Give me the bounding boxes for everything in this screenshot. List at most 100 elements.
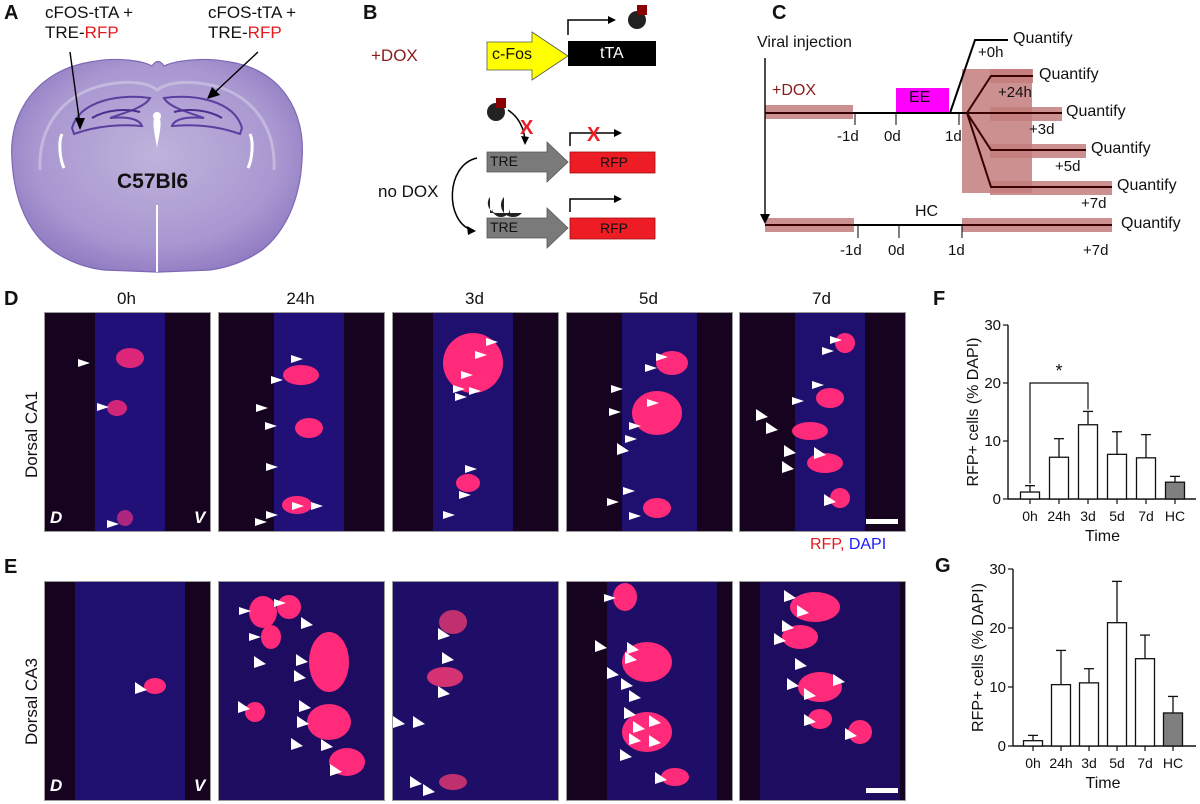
branch-0-action: Quantify xyxy=(1013,30,1073,47)
branch-1-offset: +24h xyxy=(998,84,1032,101)
y-tick-label: 10 xyxy=(984,433,1001,450)
micrograph-ca3-0h xyxy=(44,581,211,801)
y-tick-label: 10 xyxy=(989,679,1006,696)
panel-label-a: A xyxy=(4,2,19,24)
column-title-7d: 7d xyxy=(812,289,831,308)
column-title-0h: 0h xyxy=(117,289,136,308)
micrograph-ca1-0h xyxy=(44,312,211,532)
micrograph-ca1-7d xyxy=(739,312,906,532)
dox-none-label: no DOX xyxy=(378,182,439,201)
x-tick-label: 5d xyxy=(1109,755,1125,771)
bar-0h xyxy=(1019,491,1041,500)
micrograph-ca3-24h xyxy=(218,581,385,801)
row-title-ca1: Dorsal CA1 xyxy=(22,391,41,478)
tre-2-shape xyxy=(486,207,569,249)
stain-legend-rfp: RFP xyxy=(810,536,840,553)
experimental-timeline xyxy=(760,39,1112,238)
panel-label-b: B xyxy=(363,2,378,24)
x-tick-label: 5d xyxy=(1109,508,1125,524)
bar-3d xyxy=(1078,682,1100,747)
x-tick-label: 0h xyxy=(1025,755,1041,771)
hc-action: Quantify xyxy=(1121,215,1181,232)
micrograph-ca1-5d xyxy=(566,312,733,532)
rfp-2-label: RFP xyxy=(600,220,628,236)
x-axis-label: Time xyxy=(1085,528,1120,545)
x-tick-label: 3d xyxy=(1081,755,1097,771)
row-title-ca3: Dorsal CA3 xyxy=(22,658,41,745)
viral-injection-label: Viral injection xyxy=(757,34,852,51)
orientation-ventral-d: V xyxy=(194,508,206,527)
brain-section-image xyxy=(11,51,303,273)
rfp-2-shape xyxy=(569,217,656,240)
y-axis-label: RFP+ cells (% DAPI) xyxy=(965,338,982,487)
tre-1-label: TRE xyxy=(490,153,518,169)
micrograph-ca3-3d xyxy=(392,581,559,801)
y-tick-label: 20 xyxy=(984,375,1001,392)
bar-5d xyxy=(1106,622,1128,747)
tre-2-label: TRE xyxy=(490,219,518,235)
annotation-left-prefix: TRE- xyxy=(45,23,85,42)
branch-3-action: Quantify xyxy=(1091,140,1151,157)
bar-hc xyxy=(1162,712,1184,747)
stain-legend-dapi: DAPI xyxy=(848,536,887,553)
strain-label: C57Bl6 xyxy=(117,170,189,193)
column-title-3d: 3d xyxy=(465,289,484,308)
tick-top-0d: 0d xyxy=(884,128,901,145)
bar-5d xyxy=(1106,453,1128,500)
x-axis-label: Time xyxy=(1086,775,1121,792)
tick-bottom-1d: 1d xyxy=(948,242,965,259)
annotation-left-rfp: RFP xyxy=(84,23,119,42)
cfos-label: c-Fos xyxy=(492,46,532,63)
bar-hc xyxy=(1164,481,1186,500)
tick-bottom-plus7d: +7d xyxy=(1083,242,1109,259)
annotation-right: cFOS-tTA + TRE-RFP xyxy=(208,3,296,43)
chart-g: 0 10 20 30 0h 24h 3d 5d 7d HC Time RFP+ cells (% DA… xyxy=(970,561,1196,792)
annotation-right-prefix: TRE- xyxy=(208,23,248,42)
micrograph-ca3-7d xyxy=(739,581,906,801)
dox-plus-label: +DOX xyxy=(371,46,418,65)
stain-legend-sep: , xyxy=(839,536,849,553)
annotation-right-rfp: RFP xyxy=(247,23,282,42)
x-tick-label: 24h xyxy=(1047,508,1070,524)
orientation-dorsal-e: D xyxy=(50,776,63,795)
panel-label-e: E xyxy=(4,556,18,578)
cfos-promoter-shape xyxy=(486,31,569,81)
y-tick-label: 0 xyxy=(998,738,1006,755)
x-tick-label: 7d xyxy=(1138,508,1154,524)
x-tick-label: HC xyxy=(1163,755,1183,771)
annotation-left: cFOS-tTA + TRE-RFP xyxy=(45,3,133,43)
ee-box xyxy=(896,88,949,113)
svg-text:X: X xyxy=(520,117,534,139)
orientation-dorsal-d: D xyxy=(50,508,63,527)
y-axis-label: RFP+ cells (% DAPI) xyxy=(970,583,987,732)
micrograph-ca1-24h xyxy=(218,312,385,532)
x-tick-label: 24h xyxy=(1049,755,1072,771)
tta-label: tTA xyxy=(600,45,624,62)
bar-7d xyxy=(1134,658,1156,747)
bar-7d xyxy=(1135,457,1157,500)
rfp-1-shape xyxy=(569,151,656,174)
branch-1-action: Quantify xyxy=(1039,66,1099,83)
bar-24h xyxy=(1050,683,1072,747)
tta-gene-shape xyxy=(568,41,656,66)
bar-3d xyxy=(1077,424,1099,500)
significance-mark: * xyxy=(1055,361,1062,381)
annotation-left-line1: cFOS-tTA + xyxy=(45,3,134,22)
column-title-24h: 24h xyxy=(286,289,315,308)
annotation-right-line1: cFOS-tTA + xyxy=(208,3,297,22)
bar-0h xyxy=(1022,740,1044,747)
bar-24h xyxy=(1048,456,1070,500)
timeline-dox-label: +DOX xyxy=(772,82,817,99)
rfp-1-label: RFP xyxy=(600,154,628,170)
tre-1-shape xyxy=(486,141,569,183)
significance-bracket xyxy=(1029,382,1089,484)
y-tick-label: 30 xyxy=(989,561,1006,578)
micrograph-ca1-3d xyxy=(392,312,559,532)
panel-label-g: G xyxy=(935,555,951,577)
branch-2-action: Quantify xyxy=(1066,103,1126,120)
branch-0-offset: +0h xyxy=(978,44,1004,61)
tick-top-minus1d: -1d xyxy=(837,128,859,145)
panel-label-d: D xyxy=(4,288,19,310)
tick-bottom-minus1d: -1d xyxy=(840,242,862,259)
tick-bottom-0d: 0d xyxy=(888,242,905,259)
